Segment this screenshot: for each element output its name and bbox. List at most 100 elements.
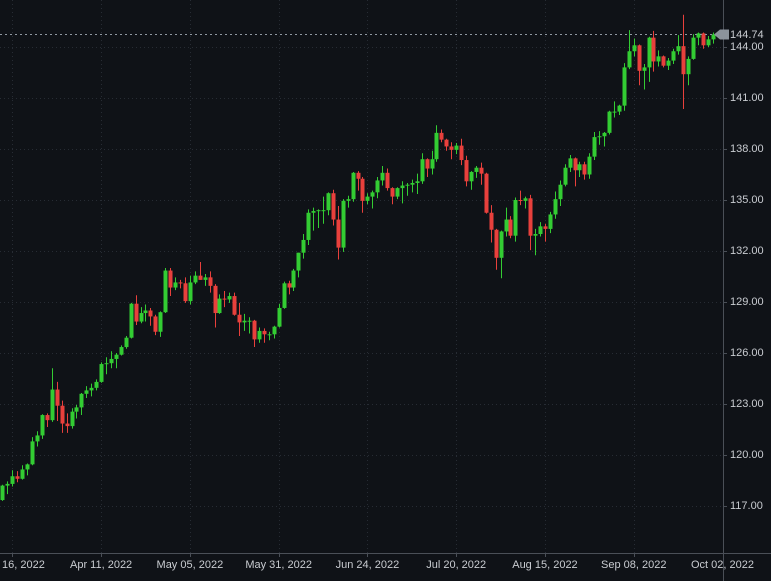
candle-body [592,137,597,157]
candle-body [538,226,543,234]
candle-body [518,200,523,201]
price-tick-label: 129.00 [730,296,764,308]
candle-body [390,188,395,197]
candle-body [114,354,119,359]
candle-body [420,159,425,182]
candle-body [50,389,55,421]
candle-body [203,277,208,280]
last-price-marker [714,29,729,40]
candle-body [469,171,474,182]
candle-body [124,337,129,348]
candle-body [20,469,25,479]
candle-body [563,167,568,185]
price-tick-label: 117.00 [730,500,763,512]
candle-body [306,212,311,240]
candle-body [587,156,592,175]
price-tick-label: 141.00 [730,92,764,104]
candle-body [79,393,84,408]
candle-body [287,283,292,288]
candle-body [415,181,420,183]
candle-body [257,330,262,340]
candle-body [360,178,365,201]
candle-body [129,303,134,338]
candle-body [459,145,464,161]
candle-body [134,303,139,322]
candle-body [533,234,538,236]
candle-body [410,183,415,185]
price-tick-label: 135.00 [730,194,764,206]
date-tick-label: Sep 08, 2022 [601,559,667,571]
candle-body [104,363,109,365]
price-tick-label: 132.00 [730,245,764,257]
candle-body [686,58,691,75]
candle-body [464,160,469,182]
candle-body [696,33,701,38]
candle-body [89,387,94,391]
candle-body [647,37,652,68]
candle-body [163,270,168,313]
candle-body [30,441,35,465]
candle-body [247,320,252,322]
candle-body [296,252,301,271]
candle-body [607,111,612,133]
candle-body [489,212,494,230]
candle-body [504,219,509,232]
candle-body [370,192,375,197]
candle-body [109,358,114,364]
candle-body [474,167,479,172]
candle-body [597,136,602,138]
candle-body [430,159,435,169]
candle-body [528,198,533,236]
candle-body [188,282,193,302]
price-tick-label: 138.00 [730,143,764,155]
candle-body [277,307,282,327]
candle-body [222,298,227,300]
candle-body [282,283,287,308]
candle-body [15,476,20,479]
candle-body [484,173,489,213]
candle-body [237,314,242,323]
candle-body [356,172,361,179]
candle-body [351,172,356,200]
candle-body [637,45,642,71]
candle-body [227,296,232,300]
candle-body [666,60,671,66]
candle-body [10,476,15,484]
candle-body [208,277,213,286]
candle-body [548,214,553,229]
candle-body [602,132,607,137]
price-tick-label: 126.00 [730,347,764,359]
candle-body [341,200,346,248]
candle-body [25,464,30,470]
candle-body [479,167,484,174]
candle-body [173,282,178,288]
candle-body [65,423,70,427]
candle-body [676,46,681,52]
candle-body [336,219,341,248]
candle-body [444,139,449,147]
candle-body [198,275,203,280]
date-tick-label: May 31, 2022 [245,559,312,571]
candle-body [213,285,218,314]
candle-body [232,296,237,315]
candle-body [691,37,696,59]
date-tick-label: Apr 11, 2022 [70,559,133,571]
candle-body [681,46,686,75]
candle-body [706,39,711,46]
candle-body [671,51,676,61]
price-tick-label: 120.00 [730,449,764,461]
date-tick-label: 16, 2022 [2,559,45,571]
candle-body [301,239,306,253]
candle-body [405,184,410,186]
candle-body [661,56,666,66]
candle-body [321,210,326,212]
candle-body [193,275,198,283]
candle-body [168,270,173,288]
candle-body [651,37,656,62]
candle-body [622,67,627,106]
candle-body [711,34,716,40]
date-tick-label: Jun 24, 2022 [335,559,400,571]
candle-body [55,389,60,406]
